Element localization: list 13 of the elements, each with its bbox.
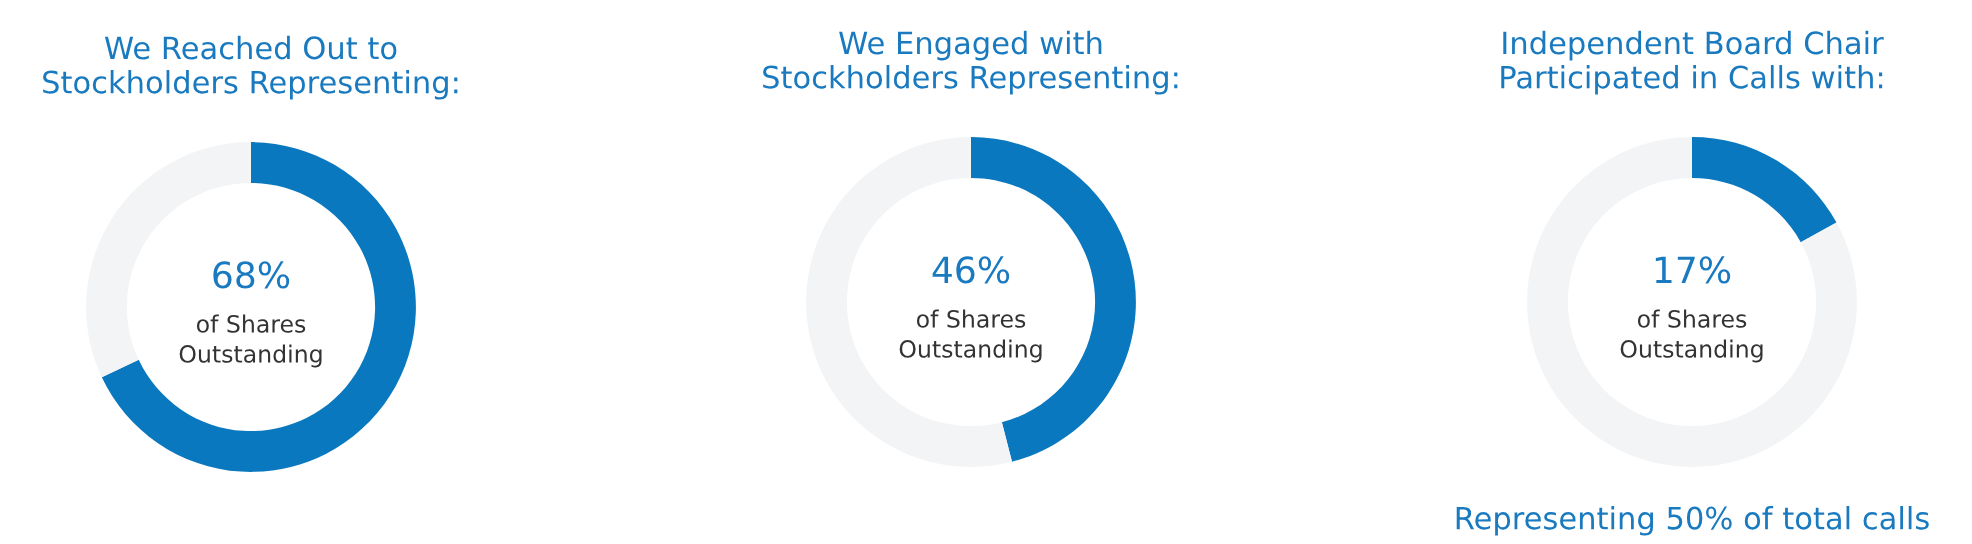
chart-title: We Engaged with Stockholders Representing: <box>763 30 1178 95</box>
data-label: 68% <box>213 261 290 289</box>
text: Representing 50% of total calls <box>1456 506 1929 536</box>
donut-slice <box>1692 137 1837 243</box>
text: of Shares Outstanding <box>179 314 322 368</box>
text: of Shares Outstanding <box>899 309 1042 363</box>
text: of Shares Outstanding <box>1620 309 1763 363</box>
chart-title: We Reached Out to Stockholders Representing: <box>43 35 458 100</box>
donut-slice <box>101 142 416 472</box>
data-label: 17% <box>1655 256 1731 284</box>
data-label: 46% <box>932 256 1010 284</box>
donut-slice <box>1527 137 1857 467</box>
chart-title: Independent Board Chair Participated in Calls with: <box>1501 30 1884 95</box>
